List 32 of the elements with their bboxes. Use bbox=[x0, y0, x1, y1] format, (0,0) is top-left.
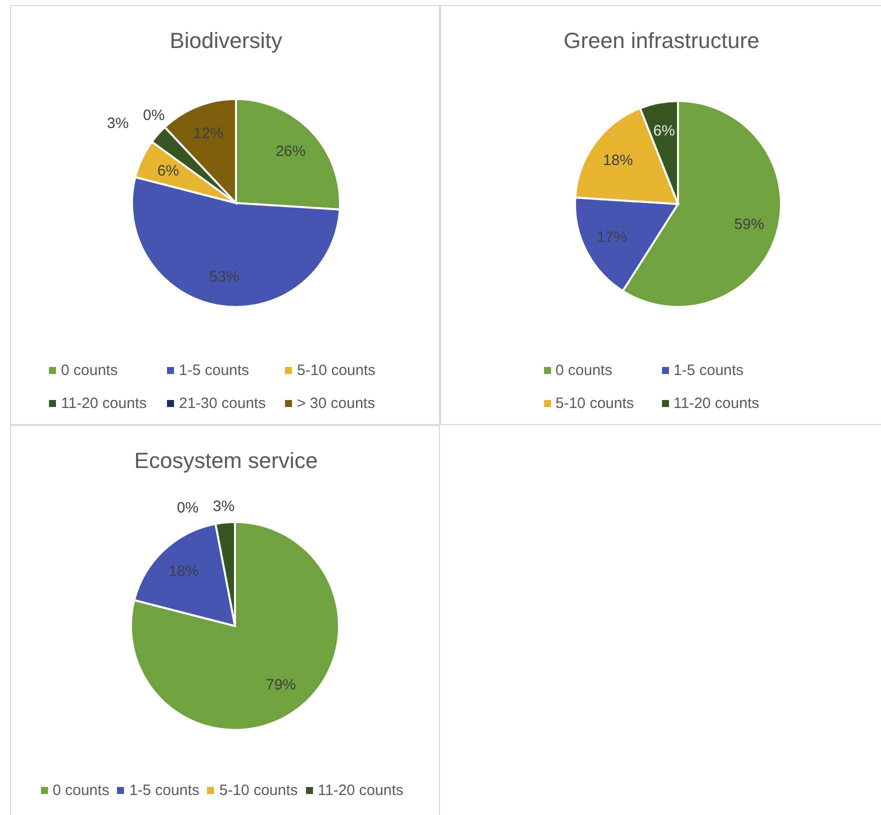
legend-label: 21-30 counts bbox=[179, 395, 266, 412]
chart-title: Ecosystem service bbox=[133, 448, 319, 474]
chart-title: Green infrastructure bbox=[562, 28, 760, 54]
data-label: 18% bbox=[602, 152, 634, 169]
legend-label: 1-5 counts bbox=[674, 362, 744, 379]
legend-label: 5-10 counts bbox=[556, 395, 634, 412]
data-label: 26% bbox=[276, 143, 306, 160]
legend-label: 11-20 counts bbox=[61, 395, 147, 412]
data-label: 3% bbox=[212, 498, 235, 516]
legend-label: 0 counts bbox=[61, 362, 118, 379]
legend-label: 5-10 counts bbox=[219, 782, 298, 799]
chart-title: Biodiversity bbox=[168, 28, 284, 54]
legend-label: 1-5 counts bbox=[129, 782, 200, 799]
legend-label: 1-5 counts bbox=[179, 362, 250, 379]
data-label: 6% bbox=[653, 122, 675, 140]
data-label: 17% bbox=[596, 229, 627, 246]
text: 0% bbox=[176, 500, 199, 517]
data-label: 59% bbox=[734, 216, 764, 234]
data-label: 18% bbox=[168, 562, 199, 580]
text: 0% bbox=[143, 107, 165, 124]
legend-label: 0 counts bbox=[52, 782, 110, 799]
legend-label: > 30 counts bbox=[297, 395, 375, 412]
data-label: 79% bbox=[266, 676, 296, 694]
legend-label: 0 counts bbox=[556, 362, 612, 379]
data-label: 12% bbox=[193, 124, 224, 142]
pie-slice bbox=[130, 521, 340, 731]
data-label: 53% bbox=[209, 268, 240, 286]
data-label: 6% bbox=[157, 162, 180, 180]
legend-label: 11-20 counts bbox=[674, 395, 760, 412]
legend-label: 11-20 counts bbox=[318, 782, 404, 799]
data-label: 3% bbox=[107, 115, 129, 132]
legend-label: 5-10 counts bbox=[297, 362, 376, 379]
